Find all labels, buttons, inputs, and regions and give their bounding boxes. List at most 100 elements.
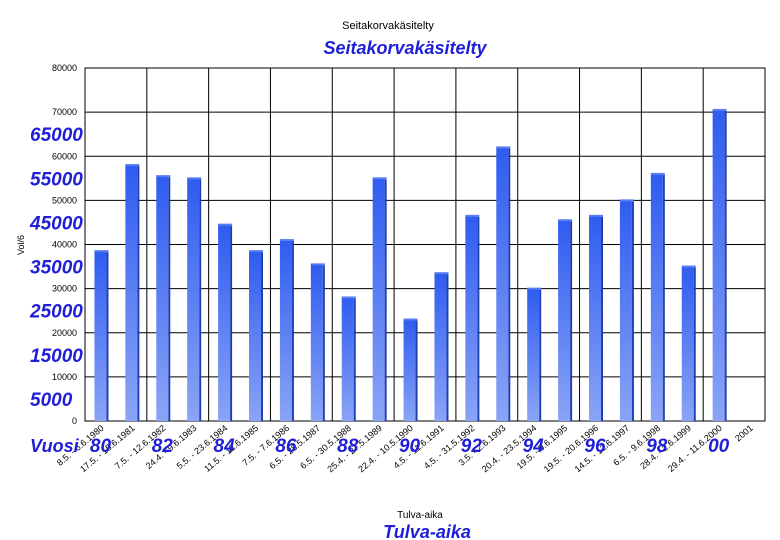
bar-face [372,178,385,421]
overlay-y-label: 15000 [30,346,83,367]
bar-face [712,109,725,421]
overlay-year-prefix: Vuosi [30,436,80,456]
bar-side [446,274,449,421]
bar-side [137,166,140,421]
overlay-year-label: 92 [461,436,483,457]
bar-face [94,251,107,421]
bar-side [106,252,109,421]
bar-cap [279,239,294,242]
y-tick-label: 40000 [52,240,77,250]
bar [94,250,109,421]
bar-face [527,288,540,421]
bar-face [218,224,231,421]
bar-face [403,319,416,421]
bar-cap [403,318,418,321]
bar-side [477,216,480,421]
overlay-y-label: 65000 [30,125,83,146]
bar-cap [527,287,542,290]
bar [403,318,418,421]
bar-face [681,266,694,421]
bar-cap [681,265,696,268]
y-tick-label: 80000 [52,63,77,73]
bar-cap [558,219,573,222]
overlay-year-label: 94 [523,436,545,457]
bar-cap [156,175,171,178]
overlay-year-label: 98 [646,436,668,457]
bar-face [650,173,663,421]
overlay-year-label: 90 [399,436,421,457]
x-tick-label: 2001 [733,423,755,444]
bar [527,287,542,421]
bar-side [291,241,294,421]
chart-title: Seitakorvakäsitelty [342,20,434,32]
bar-side [601,216,603,421]
bar [712,108,727,421]
bar-side [322,265,325,421]
overlay-y-labels: 5000 15000 25000 35000 45000 55000 65000 [29,125,83,411]
bar-cap [310,263,325,266]
bar [681,265,696,421]
bar [341,296,356,421]
bar-face [341,297,354,421]
overlay-y-label: 5000 [30,390,73,411]
bar-side [230,225,233,421]
overlay-year-label: 82 [152,436,174,457]
overlay-year-label: 96 [584,436,606,457]
overlay-y-label: 25000 [29,302,83,323]
bar-side [261,252,263,421]
bar-face [125,165,138,421]
bar-cap [496,146,511,149]
bar-face [465,215,478,421]
bar-side [724,110,727,421]
bar-face [589,215,601,421]
overlay-year-label: 00 [708,436,730,457]
bar [372,177,387,421]
bar [249,250,263,421]
overlay-x-label: Tulva-aika [383,522,471,540]
bar [589,214,603,421]
bar-cap [218,223,233,226]
y-tick-label: 20000 [52,328,77,338]
bar-face [279,240,292,421]
bar-face [558,220,571,421]
bar [434,272,449,421]
bar-side [662,174,665,421]
bar-side [415,320,418,421]
bar-side [199,179,202,421]
bar [218,223,233,421]
bar [187,177,202,421]
bar-cap [94,250,109,253]
bar [619,199,634,421]
bar-side [168,177,171,421]
bar [156,175,171,421]
bar [310,263,325,421]
x-axis-label: Tulva-aika [397,510,443,521]
bar-cap [187,177,202,180]
bar-face [619,200,632,421]
bar-side [384,179,387,421]
overlay-year-labels: 80 82 84 86 88 90 92 94 96 98 00 [90,436,730,457]
bar-cap [372,177,387,180]
y-tick-label: 70000 [52,107,77,117]
overlay-title: Seitakorvakäsitelty [323,38,487,58]
y-tick-label: 0 [72,416,77,426]
bar-face [156,176,169,421]
bar-cap [589,214,603,217]
bar-face [187,178,200,421]
bars [94,108,727,422]
bar [279,239,294,421]
y-tick-label: 30000 [52,284,77,294]
bar-cap [125,164,140,167]
bar-cap [712,108,727,111]
overlay-year-label: 88 [337,436,359,457]
bar [650,172,665,421]
overlay-y-label: 35000 [30,258,83,279]
overlay-year-label: 80 [90,436,112,457]
overlay-y-label: 45000 [29,213,83,234]
y-tick-label: 10000 [52,372,77,382]
overlay-year-label: 86 [275,436,297,457]
bar-cap [650,172,665,175]
bar-cap [341,296,356,299]
bar-side [539,289,542,421]
